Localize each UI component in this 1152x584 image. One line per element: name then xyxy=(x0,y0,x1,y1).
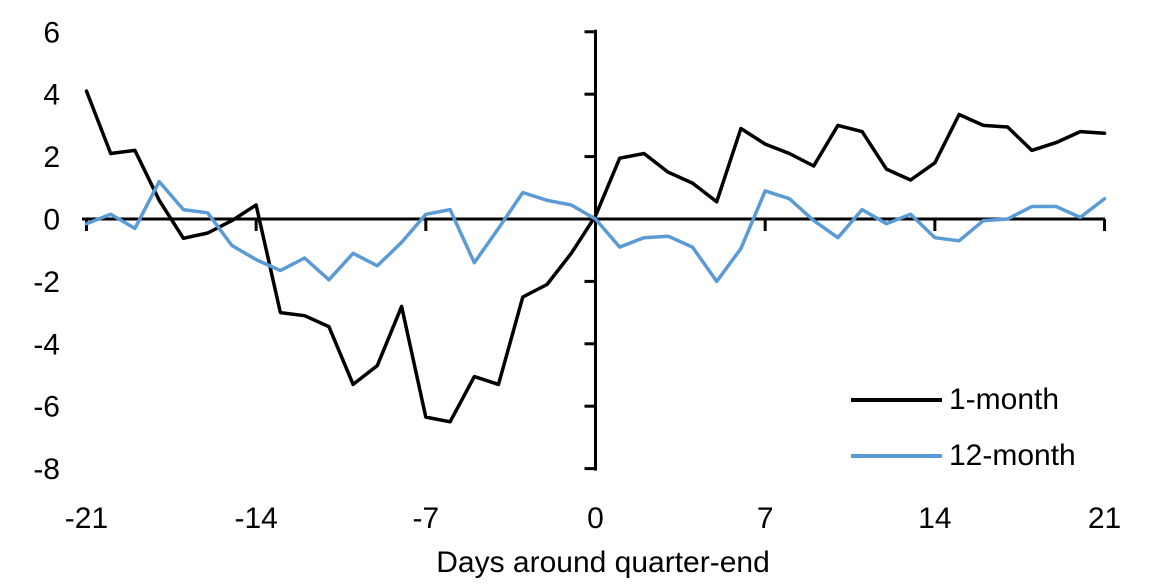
y-tick-label: 2 xyxy=(43,141,60,174)
legend-label-1-month: 1-month xyxy=(949,383,1060,416)
x-tick-label: -14 xyxy=(234,502,277,535)
x-tick-label: -21 xyxy=(65,502,108,535)
series-12-month-line xyxy=(84,179,1107,284)
y-tick-label: -2 xyxy=(33,266,60,299)
x-axis-title: Days around quarter-end xyxy=(436,546,770,579)
y-tick-label: -8 xyxy=(33,453,60,486)
legend-item-1-month: 1-month xyxy=(851,383,1076,416)
y-tick-label: 0 xyxy=(43,204,60,237)
y-tick-label: 4 xyxy=(43,79,60,112)
legend: 1-month 12-month xyxy=(851,383,1076,472)
legend-item-12-month: 12-month xyxy=(851,439,1076,472)
y-tick-label: -4 xyxy=(33,328,60,361)
x-tick-label: 0 xyxy=(587,502,604,535)
y-tick-label: -6 xyxy=(33,391,60,424)
x-tick-label: 14 xyxy=(918,502,951,535)
x-tick-label: -7 xyxy=(412,502,439,535)
legend-line-swatch-1-month xyxy=(851,397,942,402)
x-tick-label: 7 xyxy=(757,502,774,535)
y-tick-label: 6 xyxy=(43,16,60,49)
x-tick-label: 21 xyxy=(1088,502,1121,535)
legend-label-12-month: 12-month xyxy=(949,439,1076,472)
legend-line-swatch-12-month xyxy=(851,453,942,458)
series-1-month-line xyxy=(84,89,1107,424)
